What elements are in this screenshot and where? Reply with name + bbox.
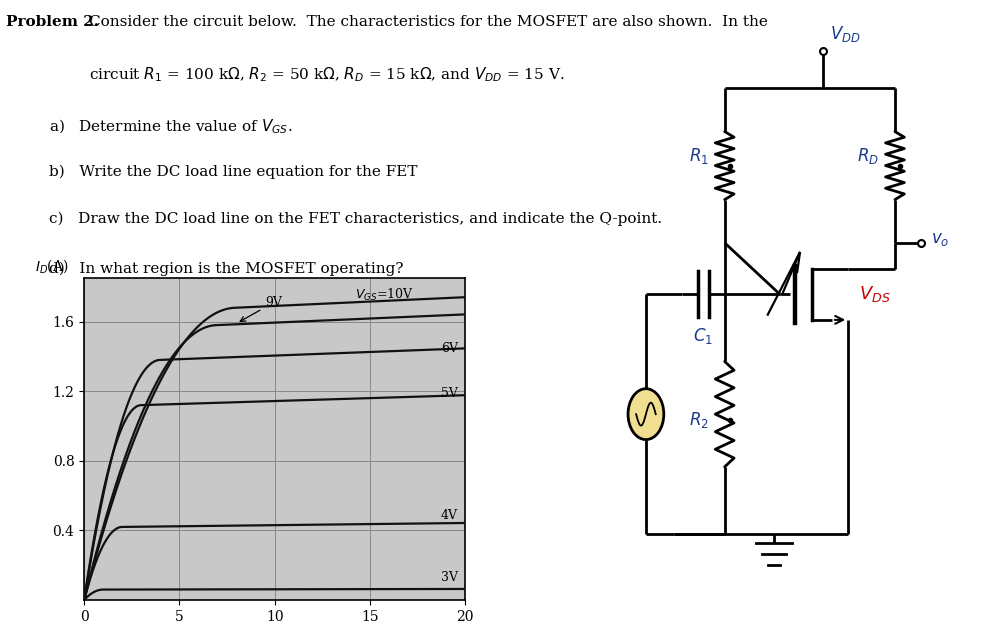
Text: $C_1$: $C_1$ (693, 326, 714, 346)
Text: 6V: 6V (441, 342, 457, 354)
Text: $V_{DD}$: $V_{DD}$ (831, 24, 861, 44)
Text: 3V: 3V (441, 571, 457, 584)
Text: $R_2$: $R_2$ (689, 410, 709, 430)
Text: circuit $R_1$ = 100 k$\Omega$, $R_2$ = 50 k$\Omega$, $R_D$ = 15 k$\Omega$, and $: circuit $R_1$ = 100 k$\Omega$, $R_2$ = 5… (89, 65, 564, 84)
Text: $V_{GS}$=10V: $V_{GS}$=10V (354, 287, 414, 302)
Text: 5V: 5V (441, 387, 457, 400)
Text: $V_{DS}$: $V_{DS}$ (858, 284, 890, 304)
Text: $R_1$: $R_1$ (689, 146, 709, 166)
Text: 4V: 4V (441, 509, 457, 522)
Text: Problem 2.: Problem 2. (6, 15, 99, 29)
Text: $R_D$: $R_D$ (856, 146, 879, 166)
Text: b)   Write the DC load line equation for the FET: b) Write the DC load line equation for t… (50, 165, 418, 179)
Text: $I_D$(A): $I_D$(A) (35, 257, 68, 275)
Text: $v_o$: $v_o$ (932, 231, 949, 248)
Text: c)   Draw the DC load line on the FET characteristics, and indicate the Q-point.: c) Draw the DC load line on the FET char… (50, 212, 662, 226)
Circle shape (628, 389, 664, 439)
Text: 9V: 9V (241, 296, 282, 321)
Text: Consider the circuit below.  The characteristics for the MOSFET are also shown. : Consider the circuit below. The characte… (89, 15, 768, 29)
Text: d)   In what region is the MOSFET operating?: d) In what region is the MOSFET operatin… (50, 262, 404, 276)
Text: a)   Determine the value of $V_{GS}$.: a) Determine the value of $V_{GS}$. (50, 118, 292, 136)
